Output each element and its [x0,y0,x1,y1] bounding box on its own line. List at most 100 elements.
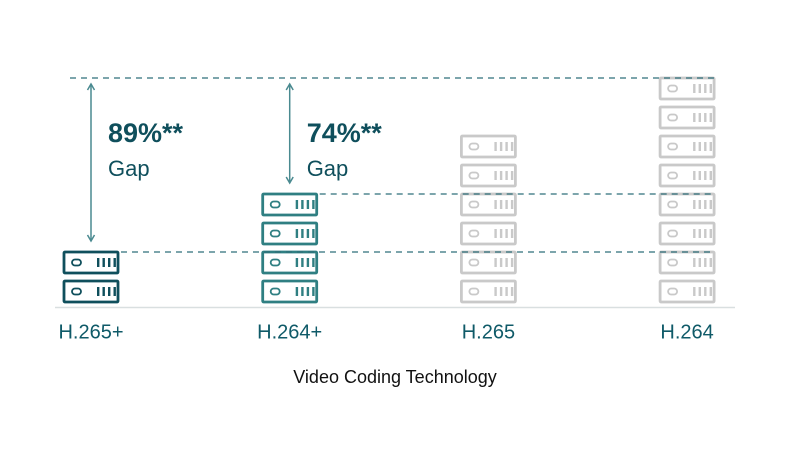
server-slot [693,142,696,151]
server-slot [698,200,701,209]
server-unit [459,279,517,304]
server-slot [312,229,315,238]
x-axis-title: Video Coding Technology [293,367,497,387]
server-led [269,258,281,267]
server-led [667,113,678,122]
server-led [269,200,281,209]
server-slot [709,258,712,267]
server-slot [704,171,707,180]
x-tick-label: H.264+ [257,321,322,343]
x-tick-label: H.265+ [58,321,123,343]
server-slot [704,142,707,151]
server-slot [108,258,111,267]
server-slot [693,229,696,238]
server-slot [306,258,310,267]
server-unit [658,279,716,304]
server-slot [698,171,701,180]
server-led [667,84,678,93]
server-unit [62,279,120,304]
server-slot [494,200,497,209]
annotation-value: 89%** [108,118,184,148]
server-slot [301,287,304,296]
arrow-head [86,82,96,91]
server-slot [505,142,508,151]
server-led [468,287,480,296]
server-slot [97,287,100,296]
server-slot [698,258,701,267]
server-slot [505,287,508,296]
server-slot [312,258,315,267]
server-slot [709,84,712,93]
server-led [468,142,480,151]
server-slot [709,200,712,209]
server-stack [658,76,716,304]
server-slot [698,142,701,151]
server-unit [261,221,319,246]
server-stack [459,134,517,304]
arrow-head [86,234,96,243]
server-slot [306,229,310,238]
server-slot [698,84,701,93]
server-slot [301,258,304,267]
server-slot [693,171,696,180]
server-unit [658,134,716,159]
server-slot [499,200,503,209]
server-slot [704,258,707,267]
server-slot [494,229,497,238]
server-led [667,258,678,267]
server-slot [306,200,310,209]
annotation-value: 74%** [307,118,383,148]
server-slot [301,229,304,238]
server-led [667,229,678,238]
server-slot [510,287,514,296]
server-slot [510,142,514,151]
server-slot [709,229,712,238]
server-slot [709,142,712,151]
server-unit [261,192,319,217]
annotation-label: Gap [307,156,349,181]
server-unit [658,105,716,130]
server-slot [499,171,503,180]
server-led [269,287,281,296]
server-slot [704,200,707,209]
server-slot [693,200,696,209]
server-slot [499,142,503,151]
server-led [667,287,678,296]
server-slot [698,113,701,122]
server-slot [113,258,116,267]
server-slot [505,171,508,180]
server-unit [261,279,319,304]
arrow-head [285,82,294,91]
server-slot [505,229,508,238]
server-slot [494,171,497,180]
x-tick-label: H.264 [660,321,713,343]
server-slot [312,200,315,209]
server-slot [108,287,111,296]
server-slot [709,287,712,296]
x-tick-label: H.265 [462,321,515,343]
server-slot [499,287,503,296]
server-slot [704,84,707,93]
server-slot [510,258,514,267]
server-led [71,258,82,267]
server-unit [658,221,716,246]
server-slot [693,113,696,122]
server-unit [459,134,517,159]
server-led [667,200,678,209]
server-slot [499,258,503,267]
server-slot [510,229,514,238]
server-slot [693,287,696,296]
server-stack [62,250,120,304]
server-led [468,258,480,267]
server-unit [459,163,517,188]
server-slot [704,229,707,238]
server-slot [494,258,497,267]
server-led [667,171,678,180]
server-slot [312,287,315,296]
server-slot [693,84,696,93]
server-slot [499,229,503,238]
server-slot [295,287,299,296]
server-unit [62,250,120,275]
server-slot [295,258,299,267]
